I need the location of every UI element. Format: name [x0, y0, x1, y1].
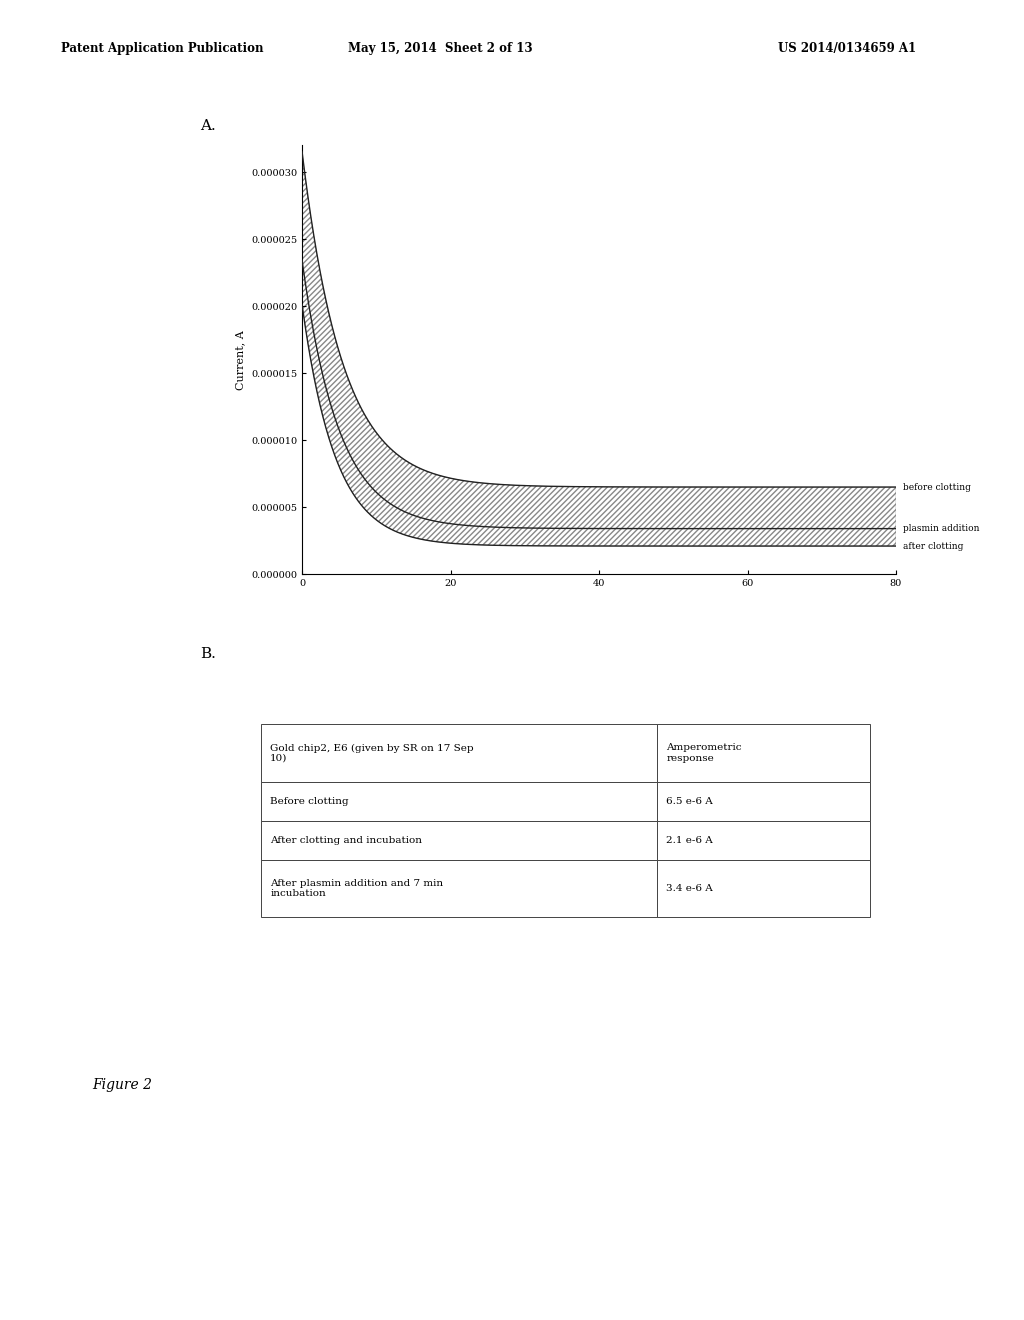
Text: after clotting: after clotting	[903, 541, 964, 550]
Bar	[657, 861, 870, 917]
Text: B.: B.	[200, 647, 216, 661]
Bar	[657, 725, 870, 781]
Text: 3.4 e-6 A: 3.4 e-6 A	[667, 884, 713, 894]
Bar	[261, 781, 657, 821]
Text: Figure 2: Figure 2	[92, 1078, 153, 1092]
Text: After plasmin addition and 7 min
incubation: After plasmin addition and 7 min incubat…	[270, 879, 443, 899]
Text: plasmin addition: plasmin addition	[903, 524, 979, 533]
Bar	[261, 861, 657, 917]
Bar	[657, 821, 870, 861]
Text: Amperometric
response: Amperometric response	[667, 743, 741, 763]
Bar	[261, 821, 657, 861]
Y-axis label: Current, A: Current, A	[236, 330, 246, 389]
Text: before clotting: before clotting	[903, 483, 971, 491]
Text: A.: A.	[200, 119, 215, 133]
Text: 6.5 e-6 A: 6.5 e-6 A	[667, 797, 713, 807]
Text: Gold chip2, E6 (given by SR on 17 Sep
10): Gold chip2, E6 (given by SR on 17 Sep 10…	[270, 743, 474, 763]
Bar	[261, 725, 657, 781]
Text: 2.1 e-6 A: 2.1 e-6 A	[667, 836, 713, 845]
Bar	[657, 781, 870, 821]
Text: After clotting and incubation: After clotting and incubation	[270, 836, 422, 845]
Text: US 2014/0134659 A1: US 2014/0134659 A1	[778, 42, 916, 55]
Text: Before clotting: Before clotting	[270, 797, 349, 807]
Text: May 15, 2014  Sheet 2 of 13: May 15, 2014 Sheet 2 of 13	[348, 42, 532, 55]
Text: Patent Application Publication: Patent Application Publication	[61, 42, 264, 55]
